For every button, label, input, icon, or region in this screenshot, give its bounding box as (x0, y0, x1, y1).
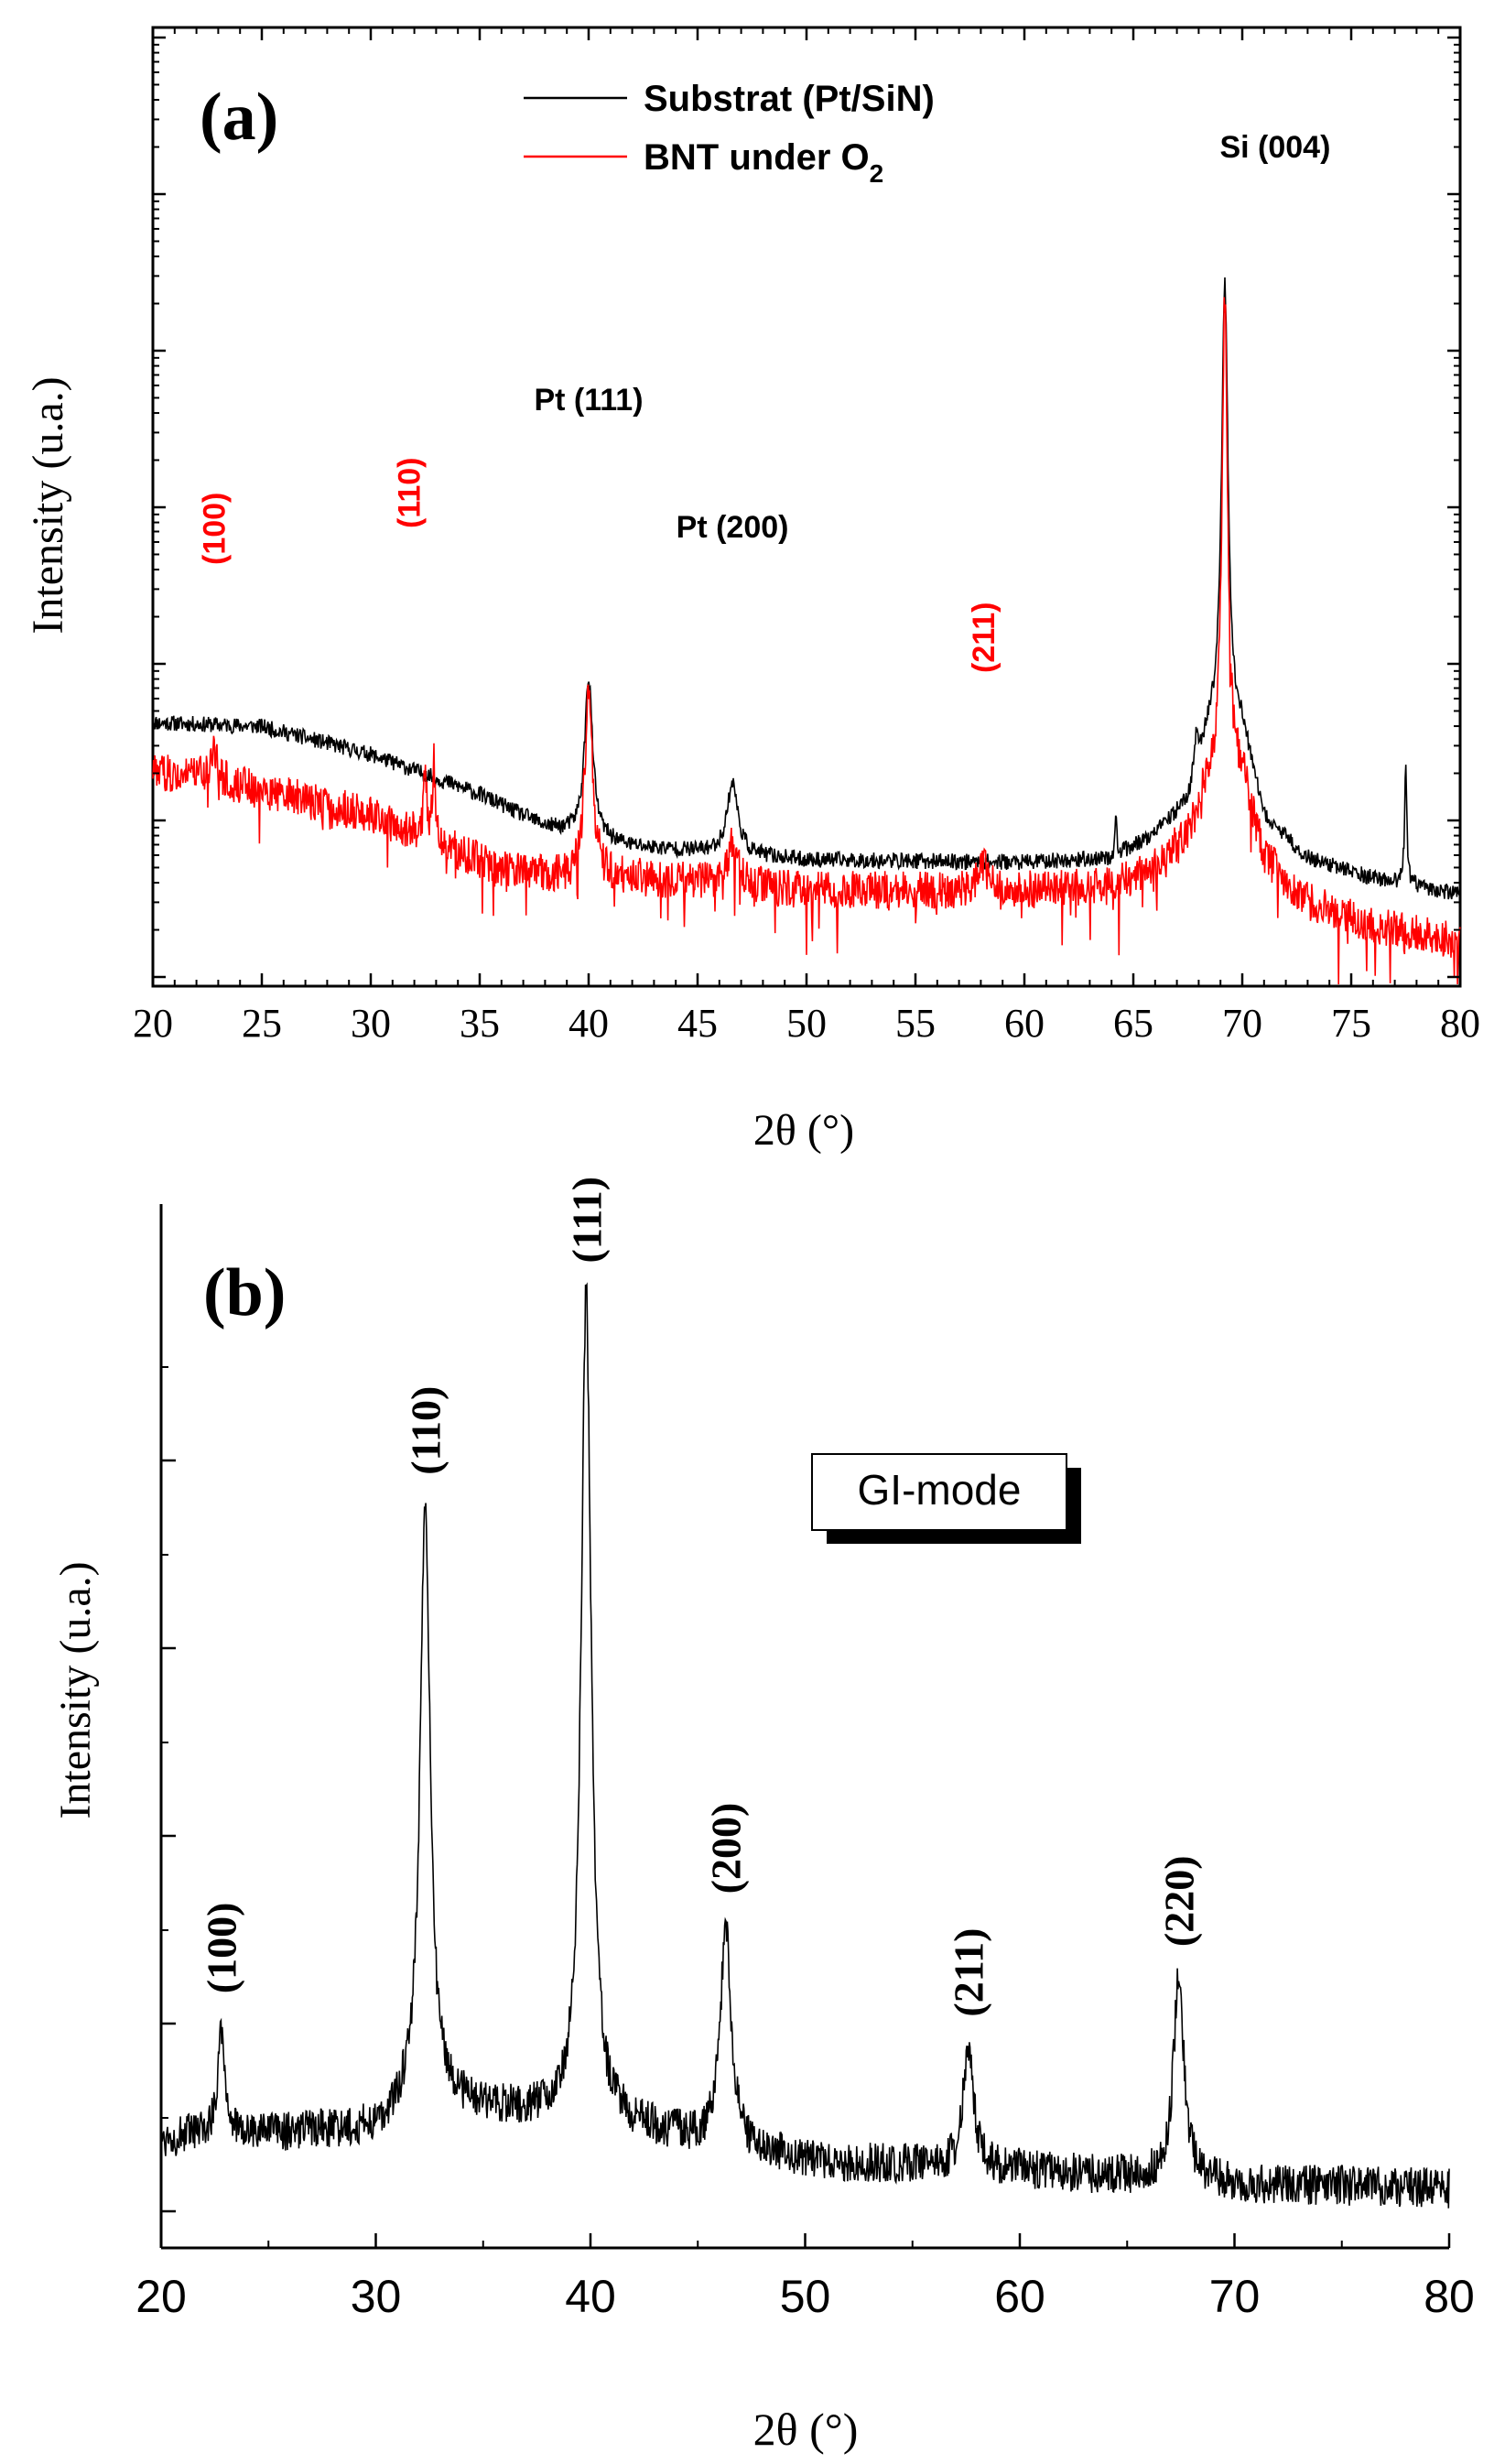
series-line-gi-mode (160, 1282, 1450, 2209)
x-tick-label-a: 25 (242, 1001, 282, 1046)
axes-a: 20 25 30 35 40 45 50 55 60 65 70 75 80 (133, 27, 1480, 1046)
peak-label-b: (100) (199, 1903, 245, 1994)
x-tick-label-a: 55 (895, 1001, 936, 1046)
x-tick-label-a: 40 (568, 1001, 609, 1046)
x-tick-label-a: 75 (1331, 1001, 1371, 1046)
x-tick-label-b: 60 (994, 2271, 1045, 2322)
panel-label-a: (a) (200, 80, 278, 155)
peak-label-b: (200) (703, 1803, 750, 1894)
panel-b: 20 30 40 50 60 70 80 (b) GI-mode (100) (110) (11… (51, 1177, 1475, 2455)
x-tick-label-a: 30 (351, 1001, 391, 1046)
peak-labels-a: Pt (111) Pt (200) Si (004) (100) (110) (211) (198, 130, 1331, 673)
series-line-bnt (152, 297, 1461, 985)
peak-labels-b: (100) (110) (111) (200) (211) (220) (199, 1177, 1203, 2017)
x-tick-label-b: 30 (351, 2271, 402, 2322)
panel-label-b: (b) (203, 1255, 286, 1330)
x-tick-label-a: 20 (133, 1001, 173, 1046)
peak-label-a: (100) (198, 493, 233, 565)
x-tick-label-b: 50 (780, 2271, 831, 2322)
legend-a: Substrat (Pt/SiN) BNT under O2 (524, 79, 935, 188)
series-group-a (152, 277, 1461, 985)
annotation-box-b: GI-mode (811, 1453, 1081, 1544)
x-tick-label-b: 80 (1424, 2271, 1475, 2322)
annotation-text-gi-mode: GI-mode (858, 1466, 1022, 1514)
x-tick-label-b: 20 (135, 2271, 187, 2322)
peak-label-b: (111) (563, 1177, 610, 1264)
y-axis-label-a: Intensity (u.a.) (24, 376, 72, 634)
peak-label-a: Si (004) (1219, 130, 1330, 165)
legend-label-bnt-sub: 2 (870, 159, 884, 188)
x-tick-label-a: 70 (1222, 1001, 1262, 1046)
x-tick-label-a: 65 (1113, 1001, 1153, 1046)
x-tick-label-b: 40 (565, 2271, 616, 2322)
series-group-b (160, 1282, 1450, 2209)
annotation-box-frame (811, 1453, 1067, 1531)
peak-label-b: (220) (1156, 1855, 1203, 1947)
x-axis-label-a: 2θ (°) (753, 1106, 854, 1155)
x-tick-label-a: 80 (1440, 1001, 1480, 1046)
panel-a: 20 25 30 35 40 45 50 55 60 65 70 75 80 (a) Substrat … (24, 26, 1480, 1155)
peak-label-b: (110) (402, 1386, 449, 1475)
axes-b: 20 30 40 50 60 70 80 (135, 1366, 1475, 2322)
legend-label-bnt: BNT under O2 (644, 137, 883, 188)
peak-label-a: Pt (111) (534, 383, 643, 418)
legend-label-substrat: Substrat (Pt/SiN) (644, 79, 935, 119)
peak-label-a: (211) (967, 602, 1002, 674)
series-line-substrat (152, 277, 1461, 901)
x-tick-label-a: 50 (786, 1001, 827, 1046)
peak-label-a: (110) (393, 458, 428, 529)
x-tick-label-a: 35 (460, 1001, 500, 1046)
x-axis-label-b: 2θ (°) (753, 2404, 859, 2455)
peak-label-a: Pt (200) (677, 510, 789, 545)
y-axis-label-b: Intensity (u.a.) (51, 1561, 100, 1818)
x-tick-label-b: 70 (1209, 2271, 1261, 2322)
x-tick-label-a: 60 (1004, 1001, 1045, 1046)
legend-label-bnt-main: BNT under O (644, 137, 870, 178)
peak-label-b: (211) (946, 1927, 992, 2016)
x-tick-label-a: 45 (677, 1001, 718, 1046)
